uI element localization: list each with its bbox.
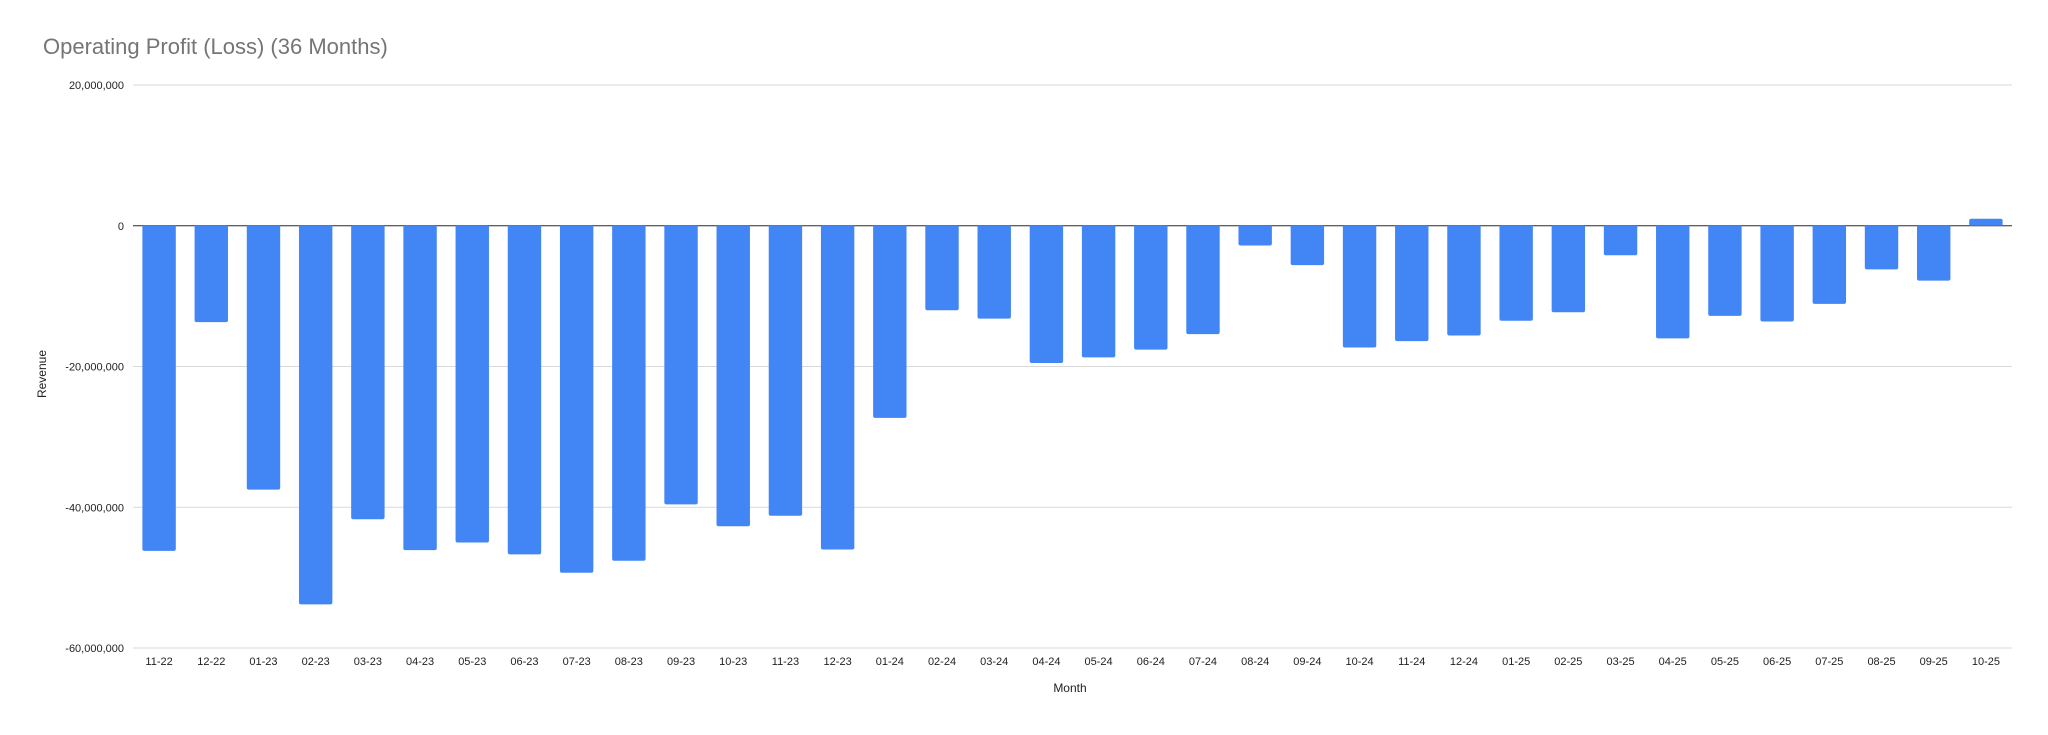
- x-tick-label: 03-24: [980, 656, 1008, 668]
- x-tick-label: 01-23: [249, 656, 277, 668]
- bar-03-23: [351, 225, 385, 520]
- bar-05-25: [1708, 225, 1742, 316]
- x-tick-label: 03-25: [1606, 656, 1634, 668]
- bar-09-24: [1290, 225, 1325, 266]
- bar-09-23: [664, 225, 698, 505]
- bar-12-22: [194, 225, 228, 323]
- chart-title: Operating Profit (Loss) (36 Months): [43, 34, 388, 59]
- x-tick-label: 10-24: [1345, 656, 1373, 668]
- x-tick-label: 06-25: [1763, 656, 1791, 668]
- x-tick-label: 12-23: [824, 656, 852, 668]
- bar-07-25: [1812, 225, 1847, 304]
- bar-11-22: [142, 225, 176, 551]
- bar-06-25: [1760, 225, 1794, 322]
- y-tick-label: -60,000,000: [65, 643, 124, 655]
- bar-07-23: [559, 225, 594, 573]
- y-axis-title: Revenue: [35, 350, 49, 398]
- x-tick-label: 06-23: [510, 656, 538, 668]
- x-tick-label: 05-25: [1711, 656, 1739, 668]
- bar-02-25: [1551, 225, 1586, 313]
- bar-08-25: [1864, 225, 1899, 270]
- x-tick-label: 11-23: [772, 656, 799, 668]
- y-tick-label: 20,000,000: [69, 80, 124, 92]
- bar-07-24: [1186, 225, 1220, 335]
- x-tick-label: 02-24: [928, 656, 956, 668]
- x-tick-label: 12-24: [1450, 656, 1478, 668]
- x-tick-label: 02-23: [302, 656, 330, 668]
- x-tick-label: 05-23: [458, 656, 486, 668]
- x-axis-tick-labels: 11-22 12-22 01-23 02-23 03-23 04-23 05-23 06-23…: [145, 656, 2000, 668]
- x-tick-label: 09-24: [1293, 656, 1321, 668]
- x-axis-title: Month: [1053, 681, 1086, 695]
- x-tick-label: 01-25: [1502, 656, 1530, 668]
- bar-06-24: [1134, 225, 1168, 350]
- x-tick-label: 07-23: [563, 656, 591, 668]
- bar-06-23: [507, 225, 542, 555]
- bar-08-24: [1238, 225, 1272, 246]
- bar-03-25: [1603, 225, 1638, 256]
- x-tick-label: 11-22: [145, 656, 172, 668]
- bars: [142, 218, 2003, 605]
- bar-01-25: [1499, 225, 1533, 321]
- bar-08-23: [612, 225, 646, 561]
- x-tick-label: 09-25: [1920, 656, 1948, 668]
- y-axis-tick-labels: 20,000,000 0 -20,000,000 -40,000,000 -60,000…: [65, 80, 124, 655]
- y-tick-label: -40,000,000: [65, 502, 124, 514]
- bar-12-24: [1447, 225, 1481, 336]
- x-tick-label: 04-23: [406, 656, 434, 668]
- bar-11-23: [768, 225, 803, 516]
- bar-02-24: [925, 225, 959, 311]
- x-tick-label: 09-23: [667, 656, 695, 668]
- x-tick-label: 05-24: [1085, 656, 1113, 668]
- y-tick-label: -20,000,000: [65, 362, 124, 374]
- bar-10-23: [716, 225, 750, 527]
- x-tick-label: 08-25: [1867, 656, 1895, 668]
- x-tick-label: 07-25: [1815, 656, 1843, 668]
- bar-10-25: [1969, 218, 2003, 226]
- bar-03-24: [977, 225, 1011, 319]
- bar-04-25: [1656, 225, 1690, 339]
- x-tick-label: 10-25: [1972, 656, 2000, 668]
- x-tick-label: 08-23: [615, 656, 643, 668]
- x-tick-label: 04-25: [1659, 656, 1687, 668]
- x-tick-label: 03-23: [354, 656, 382, 668]
- bar-04-24: [1029, 225, 1064, 363]
- x-tick-label: 06-24: [1137, 656, 1165, 668]
- x-tick-label: 01-24: [876, 656, 904, 668]
- y-tick-label: 0: [118, 221, 124, 233]
- bar-05-23: [455, 225, 489, 543]
- x-tick-label: 12-22: [197, 656, 225, 668]
- x-tick-label: 02-25: [1554, 656, 1582, 668]
- x-tick-label: 08-24: [1241, 656, 1269, 668]
- bar-01-24: [873, 225, 907, 418]
- bar-12-23: [820, 225, 855, 550]
- x-tick-label: 04-24: [1032, 656, 1060, 668]
- bar-04-23: [403, 225, 437, 551]
- bar-02-23: [298, 225, 333, 605]
- x-tick-label: 11-24: [1398, 656, 1425, 668]
- gridlines: [133, 84, 2012, 649]
- bar-11-24: [1395, 225, 1429, 342]
- x-tick-label: 07-24: [1189, 656, 1217, 668]
- bar-09-25: [1917, 225, 1951, 281]
- bar-05-24: [1081, 225, 1116, 358]
- x-tick-label: 10-23: [719, 656, 747, 668]
- bar-01-23: [246, 225, 281, 490]
- bar-10-24: [1342, 225, 1377, 348]
